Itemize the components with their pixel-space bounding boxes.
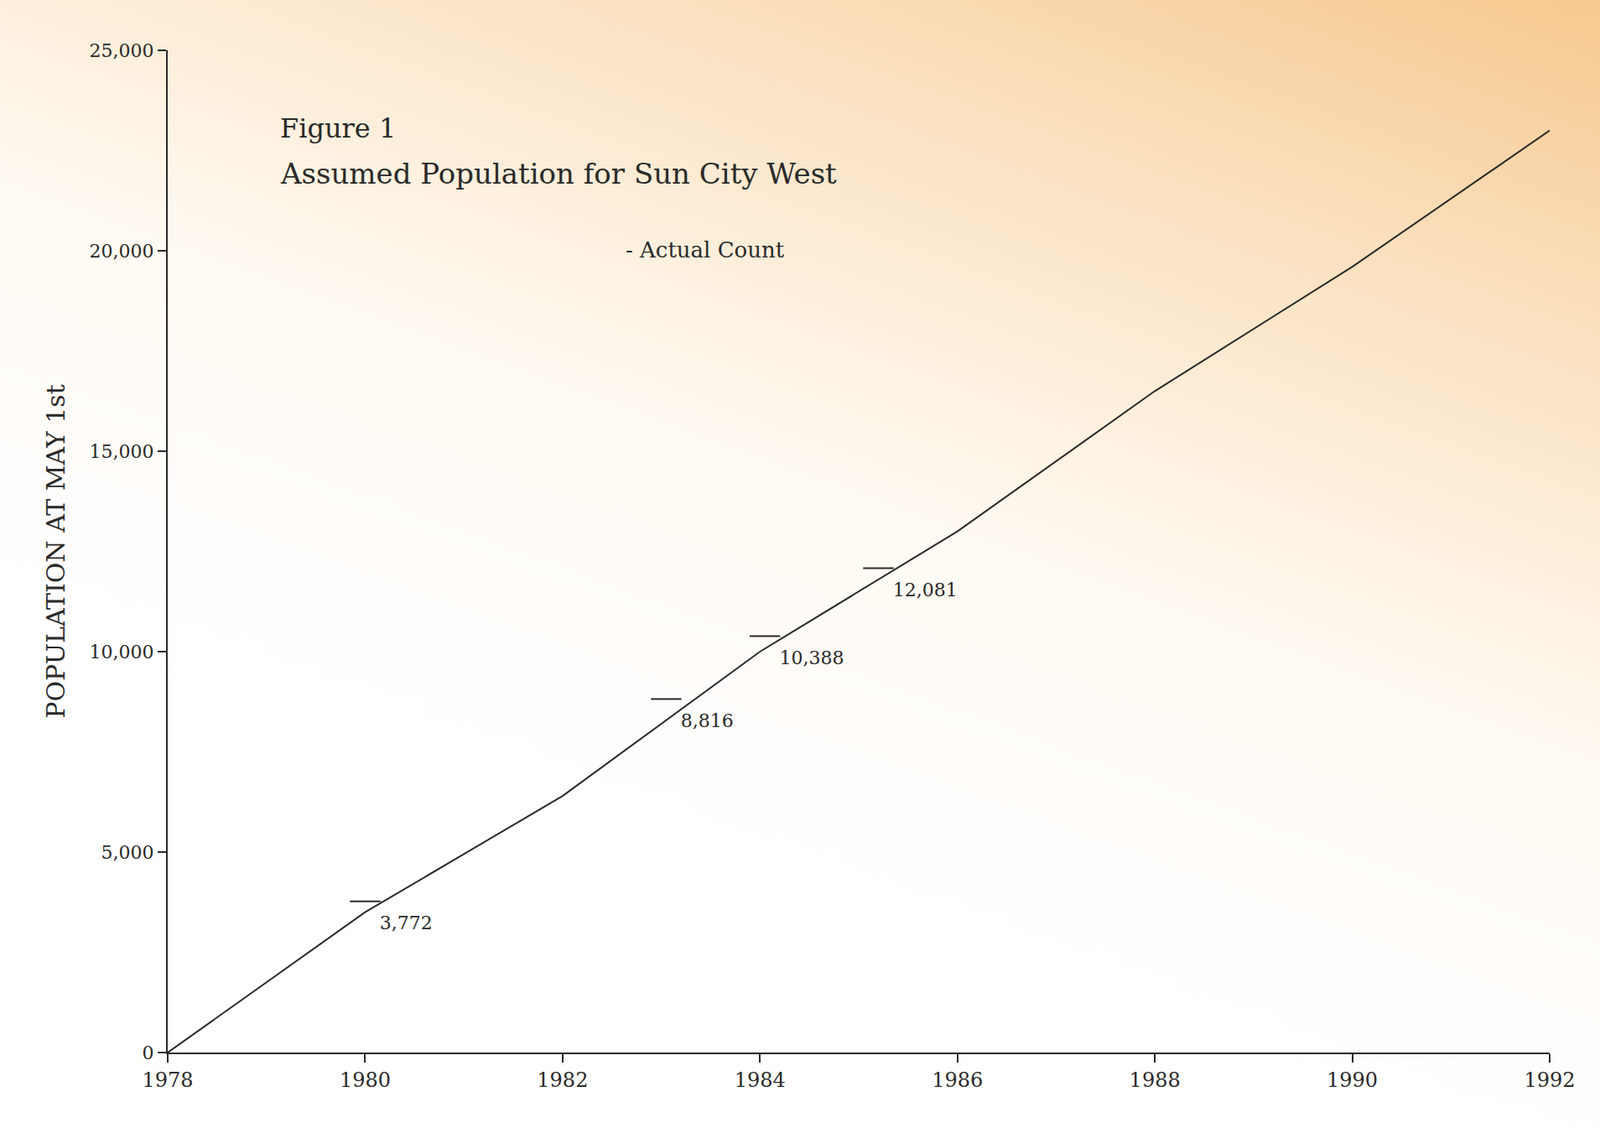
svg-text:- Actual Count: - Actual Count (625, 237, 785, 263)
svg-text:1984: 1984 (734, 1068, 786, 1092)
svg-text:10,388: 10,388 (779, 647, 844, 669)
svg-text:10,000: 10,000 (89, 641, 155, 663)
svg-text:25,000: 25,000 (89, 40, 155, 62)
svg-text:1990: 1990 (1326, 1068, 1378, 1092)
svg-text:20,000: 20,000 (89, 240, 155, 262)
svg-text:POPULATION AT MAY 1st: POPULATION AT MAY 1st (41, 384, 71, 719)
svg-text:0: 0 (142, 1042, 155, 1064)
svg-text:1978: 1978 (141, 1068, 193, 1092)
svg-text:1988: 1988 (1129, 1068, 1181, 1092)
svg-text:8,816: 8,816 (680, 710, 734, 732)
svg-text:5,000: 5,000 (101, 841, 155, 863)
svg-text:Figure 1: Figure 1 (280, 112, 396, 145)
svg-text:1986: 1986 (931, 1068, 983, 1092)
svg-text:12,081: 12,081 (893, 579, 958, 601)
svg-text:1980: 1980 (339, 1068, 391, 1092)
svg-text:1982: 1982 (536, 1068, 588, 1092)
svg-text:1992: 1992 (1523, 1068, 1575, 1092)
svg-text:Assumed Population for Sun Cit: Assumed Population for Sun City West (280, 156, 837, 191)
svg-text:15,000: 15,000 (89, 441, 155, 463)
svg-text:3,772: 3,772 (379, 912, 433, 934)
